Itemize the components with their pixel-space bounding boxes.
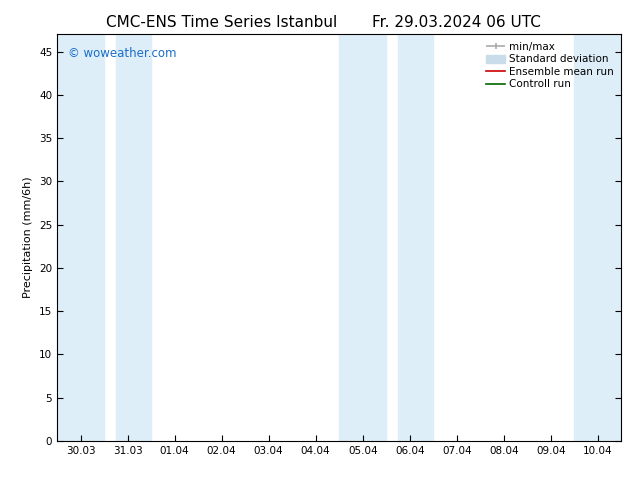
Bar xyxy=(398,34,433,441)
Text: Fr. 29.03.2024 06 UTC: Fr. 29.03.2024 06 UTC xyxy=(372,15,541,30)
Bar xyxy=(339,34,386,441)
Bar xyxy=(57,34,104,441)
Legend: min/max, Standard deviation, Ensemble mean run, Controll run: min/max, Standard deviation, Ensemble me… xyxy=(484,40,616,92)
Bar xyxy=(116,34,151,441)
Y-axis label: Precipitation (mm/6h): Precipitation (mm/6h) xyxy=(23,177,34,298)
Bar xyxy=(574,34,621,441)
Text: CMC-ENS Time Series Istanbul: CMC-ENS Time Series Istanbul xyxy=(107,15,337,30)
Text: © woweather.com: © woweather.com xyxy=(68,47,177,59)
